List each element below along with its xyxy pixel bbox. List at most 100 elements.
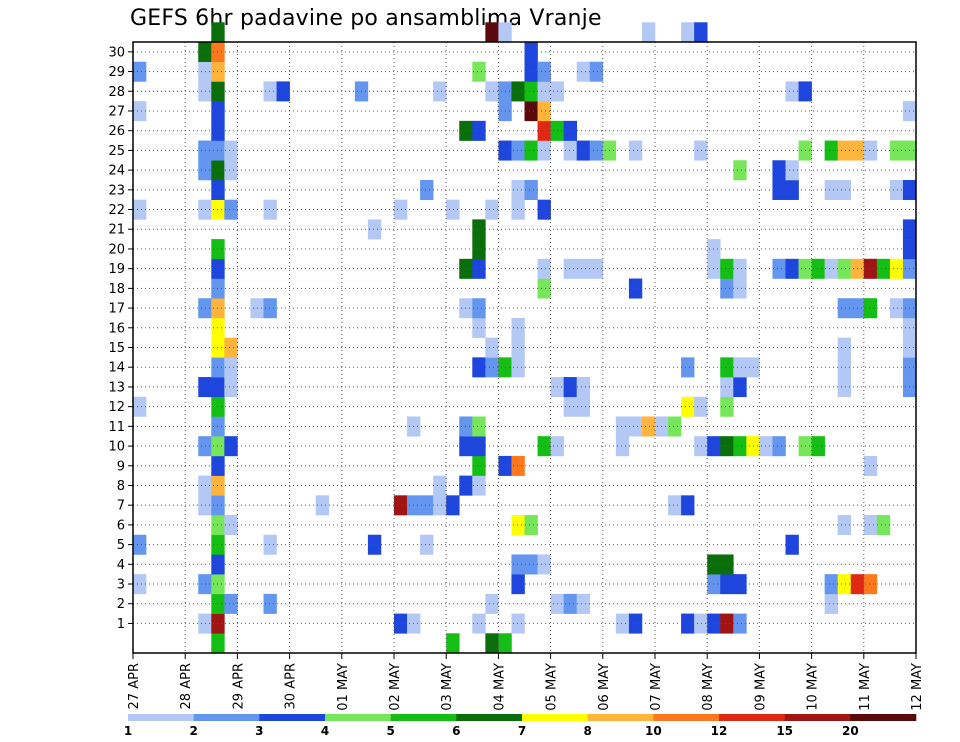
heatmap-cell xyxy=(537,140,551,161)
heatmap-cell xyxy=(694,436,708,457)
heatmap-cell xyxy=(537,61,551,82)
heatmap-cell xyxy=(511,199,525,220)
y-tick-label: 27 xyxy=(108,104,125,119)
legend-label: 2 xyxy=(189,724,197,738)
y-tick-label: 26 xyxy=(108,124,125,139)
y-tick-label: 15 xyxy=(108,341,125,356)
y-tick-label: 16 xyxy=(108,321,125,336)
heatmap-cell xyxy=(511,613,525,634)
heatmap-cell xyxy=(681,613,695,634)
heatmap-cell xyxy=(863,574,878,595)
heatmap-cell xyxy=(863,455,878,476)
heatmap-cell xyxy=(837,357,852,378)
legend-swatch xyxy=(850,714,917,721)
heatmap-cell xyxy=(133,534,147,555)
heatmap-cell xyxy=(837,140,852,161)
heatmap-cell xyxy=(420,179,434,200)
y-tick-label: 12 xyxy=(108,400,125,415)
heatmap-cell xyxy=(394,495,408,516)
chart-title: GEFS 6hr padavine po ansamblima Vranje xyxy=(130,6,602,31)
heatmap-cell xyxy=(511,317,525,338)
heatmap-cell xyxy=(668,416,682,437)
heatmap-cell xyxy=(276,81,290,102)
y-tick-label: 2 xyxy=(117,597,125,612)
heatmap-cell xyxy=(211,633,225,654)
x-tick-label: 03 MAY xyxy=(440,663,455,711)
heatmap-cell xyxy=(641,416,656,437)
heatmap-cell xyxy=(224,140,238,161)
legend-label: 15 xyxy=(776,724,793,738)
heatmap-cell xyxy=(628,613,643,634)
heatmap-cell xyxy=(720,396,734,417)
heatmap-cell xyxy=(589,258,604,279)
heatmap-cell xyxy=(576,377,591,398)
heatmap-cell xyxy=(224,357,238,378)
heatmap-cell xyxy=(524,42,538,63)
heatmap-cell xyxy=(224,515,238,536)
x-tick-label: 08 MAY xyxy=(701,663,716,711)
legend-label: 10 xyxy=(645,724,662,738)
legend-label: 5 xyxy=(386,724,394,738)
heatmap-cell xyxy=(511,81,525,102)
heatmap-cell xyxy=(733,574,747,595)
heatmap-cell xyxy=(668,495,682,516)
heatmap-cell xyxy=(446,495,460,516)
heatmap-cell xyxy=(537,101,551,122)
grid-lines xyxy=(133,42,916,653)
heatmap-cell xyxy=(641,22,656,43)
heatmap-cell xyxy=(681,495,695,516)
heatmap-cell xyxy=(511,337,525,358)
heatmap-cell xyxy=(367,534,382,555)
y-tick-label: 21 xyxy=(108,223,125,238)
heatmap-cell xyxy=(224,436,238,457)
heatmap-cell xyxy=(472,455,486,476)
heatmap-cell xyxy=(694,140,708,161)
heatmap-cell xyxy=(420,534,434,555)
x-tick-label: 10 MAY xyxy=(806,663,821,711)
heatmap-cell xyxy=(472,475,486,496)
heatmap-cell xyxy=(837,337,852,358)
y-tick-label: 5 xyxy=(117,538,125,553)
heatmap-cell xyxy=(263,534,277,555)
heatmap-cell xyxy=(733,160,747,181)
heatmap-cell xyxy=(446,199,460,220)
heatmap-cell xyxy=(315,495,330,516)
heatmap-cell xyxy=(472,436,486,457)
heatmap-cell xyxy=(733,613,747,634)
heatmap-cell xyxy=(628,278,643,299)
heatmap-cell xyxy=(785,81,799,102)
heatmap-cell xyxy=(772,258,786,279)
heatmap-cell xyxy=(889,179,904,200)
heatmap-cell xyxy=(198,160,212,181)
heatmap-cell xyxy=(433,475,447,496)
color-legend: 1 2 3 4 5 6 7 8 10 12 15 20 xyxy=(124,714,917,738)
heatmap-cell xyxy=(472,613,486,634)
heatmap-cell xyxy=(198,613,212,634)
x-tick-label: 05 MAY xyxy=(545,663,560,711)
heatmap-cell xyxy=(524,61,538,82)
heatmap-cell xyxy=(433,81,447,102)
heatmap-cell xyxy=(198,475,212,496)
y-tick-label: 22 xyxy=(108,203,125,218)
heatmap-cell xyxy=(681,357,695,378)
y-tick-label: 9 xyxy=(117,459,125,474)
heatmap-cell xyxy=(198,495,212,516)
heatmap-cell xyxy=(576,61,591,82)
legend-swatch xyxy=(325,714,391,721)
heatmap-cell xyxy=(224,377,238,398)
heatmap-cell xyxy=(759,436,773,457)
heatmap-cell xyxy=(511,554,525,575)
heatmap-cell xyxy=(537,199,551,220)
legend-label: 4 xyxy=(321,724,329,738)
heatmap-cell xyxy=(863,515,878,536)
heatmap-cell xyxy=(720,258,734,279)
heatmap-cell xyxy=(133,199,147,220)
heatmap-cell xyxy=(615,613,630,634)
heatmap-cell xyxy=(263,593,277,614)
heatmap-cell xyxy=(785,179,799,200)
heatmap-cell xyxy=(720,574,734,595)
x-tick-label: 06 MAY xyxy=(597,663,612,711)
heatmap-cell xyxy=(772,179,786,200)
heatmap-cell xyxy=(772,436,786,457)
